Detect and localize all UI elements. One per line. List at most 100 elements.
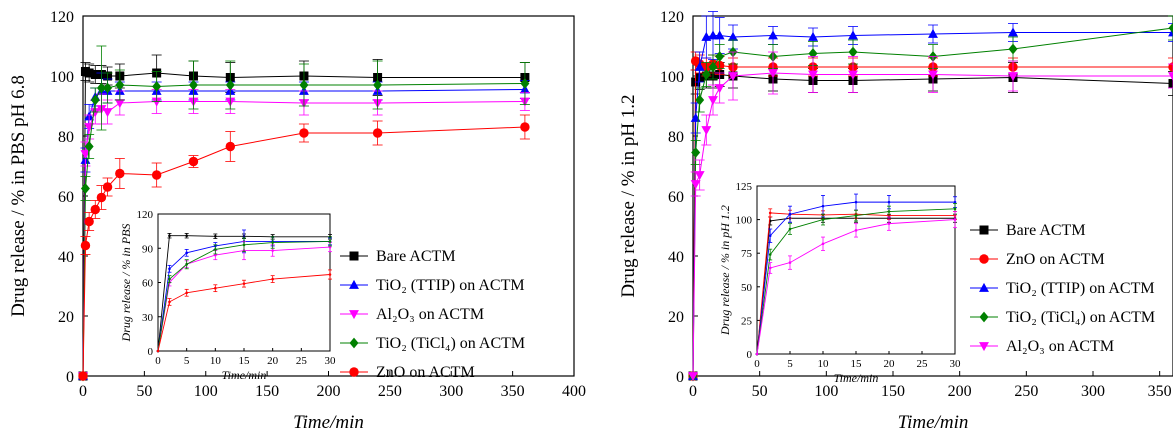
data-point [1008,72,1018,82]
inset-x-tick-label: 15 [851,358,863,370]
inset-data-point [854,229,858,232]
data-point [520,122,530,132]
data-point [90,204,100,215]
inset-y-tick-label: 30 [142,312,154,324]
inset-data-point [214,234,217,238]
inset-series [156,236,332,353]
inset-data-point [271,277,274,281]
inset-data-point [168,267,171,271]
data-point [714,30,725,40]
inset-y-tick-label: 90 [142,243,154,255]
legend-marker [979,311,989,323]
data-point [1168,27,1173,37]
inset-x-axis-label: Time/min [834,371,879,385]
legend-label: ZnO on ACTM [1006,251,1105,268]
x-tick-label: 0 [689,383,697,400]
inset-data-point [768,211,772,215]
data-point [768,69,778,79]
inset-data-point [788,261,792,264]
x-tick-label: 200 [317,383,341,400]
inset-data-point [168,300,171,304]
data-point [708,61,718,73]
series [78,45,530,382]
inset-data-point [214,248,217,251]
data-point [188,79,198,91]
y-tick-label: 20 [668,309,684,326]
y-axis-label: Drug release / % in pH 1.2 [618,94,639,297]
data-point [114,99,125,109]
data-point [520,78,530,89]
data-point [102,182,113,192]
inset-x-tick-label: 20 [267,355,279,367]
x-tick-label: 300 [439,383,463,400]
inset-x-tick-label: 0 [754,358,760,370]
y-tick-label: 20 [58,309,74,326]
legend-marker [979,282,989,292]
inset-data-point [242,282,246,285]
data-point [96,82,106,94]
x-tick-label: 300 [1081,383,1105,400]
x-tick-label: 200 [948,383,972,400]
inset-x-tick-label: 10 [818,358,830,370]
inset-data-point [887,222,891,225]
data-point [151,97,162,107]
data-point [808,31,818,41]
inset-y-tick-label: 100 [736,215,753,227]
data-point [84,141,94,152]
inset-data-point [755,352,759,356]
data-point [188,156,199,167]
legend-marker [349,251,359,261]
inset-data-point [854,214,858,217]
data-point [96,192,107,203]
inset-data-point [328,273,332,276]
y-tick-label: 100 [660,69,684,86]
inset-data-point [887,210,891,213]
data-point [84,68,94,78]
y-axis-label: Drug release / % in PBS pH 6.8 [8,75,29,317]
data-point [691,147,701,158]
data-point [151,170,162,180]
data-point [152,81,162,92]
data-point [1168,79,1173,88]
data-point [373,79,383,91]
inset-y-tick-label: 60 [142,278,154,290]
inset-x-tick-label: 25 [917,358,929,370]
legend-label: Bare ACTM [376,248,456,265]
legend-marker [349,367,359,377]
x-axis-label: Time/min [293,412,364,433]
series [688,51,1173,382]
inset-data-point [271,241,274,244]
inset-x-tick-label: 10 [210,355,222,367]
data-point [115,79,125,91]
y-tick-label: 80 [668,129,684,146]
inset-data-point [168,234,171,237]
data-point [848,46,858,58]
legend-marker [979,225,989,235]
data-point [1008,43,1018,55]
y-tick-label: 0 [676,369,684,386]
data-point [715,51,725,62]
x-tick-label: 50 [752,383,768,400]
legend-marker [349,279,359,289]
series [688,11,1173,380]
data-point [808,70,818,80]
data-point [1168,22,1173,34]
data-point [928,70,938,80]
inset-data-point [788,212,792,216]
inset-x-tick-label: 5 [787,358,793,370]
inset-data-point [821,204,825,208]
data-point [299,79,309,91]
data-point [80,150,91,160]
inset-x-tick-label: 15 [239,355,251,367]
data-point [80,183,90,194]
x-tick-label: 350 [501,383,525,400]
inset-data-point [854,200,858,204]
inset-data-point [953,200,957,204]
data-point [1168,72,1173,82]
y-tick-label: 60 [58,189,74,206]
inset-y-tick-label: 125 [736,181,753,193]
x-tick-label: 350 [1148,383,1172,400]
data-point [708,30,718,40]
inset-y-axis-label: Drug release / % in pH 1.2 [718,205,732,336]
